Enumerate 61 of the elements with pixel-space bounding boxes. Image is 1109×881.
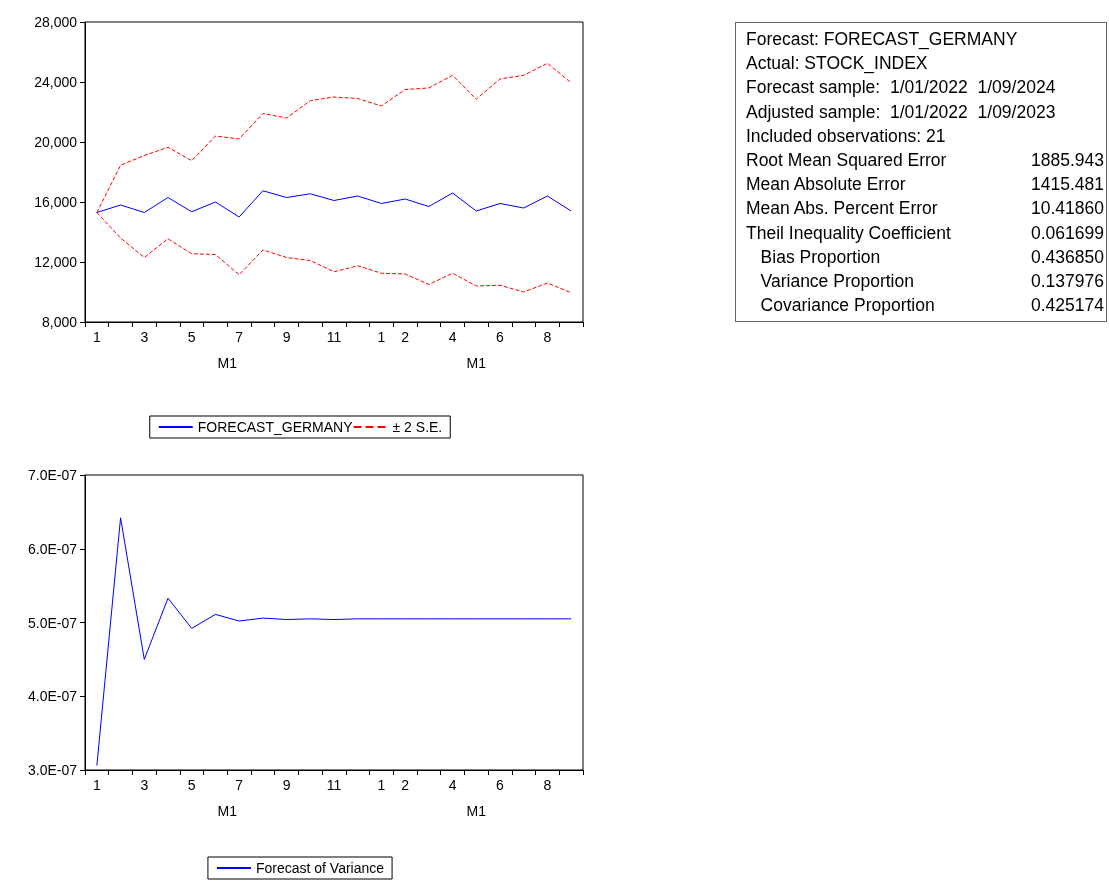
- category-label: Mean Absolute Error: [746, 173, 906, 197]
- text: 1415.481: [1031, 174, 1104, 195]
- legend-label: FORECAST_GERMANY: [197, 419, 354, 435]
- x-tick-label: 3: [140, 777, 149, 793]
- y-tick-label: 12,000: [34, 254, 78, 270]
- text: 1885.943: [1031, 150, 1104, 171]
- x-tick-label: 4: [448, 329, 457, 345]
- y-tick-label: 3.0E-07: [27, 762, 78, 778]
- line-series: [96, 517, 572, 767]
- x-tick-label: 5: [187, 777, 196, 793]
- category-label: Covariance Proportion: [759, 294, 935, 318]
- text: M1: [466, 803, 487, 819]
- x-tick-label: 1: [92, 329, 101, 345]
- text: Forecast sample: 1/01/2022 1/09/2024: [746, 76, 1057, 100]
- x-tick-label: 11: [326, 777, 342, 793]
- y-tick-label: 7.0E-07: [27, 467, 78, 483]
- text: 0.436850: [1031, 246, 1104, 267]
- x-tick-label: 6: [496, 329, 505, 345]
- legend-label: Forecast of Variance: [255, 860, 385, 876]
- x-tick-label: 8: [543, 777, 552, 793]
- text: Adjusted sample: 1/01/2022 1/09/2023: [746, 100, 1057, 124]
- x-tick-label: 1: [377, 777, 386, 793]
- x-tick-label: 7: [235, 777, 244, 793]
- text: M1: [466, 355, 487, 371]
- text: 0.425174: [1031, 295, 1104, 316]
- category-label: Root Mean Squared Error: [746, 149, 947, 172]
- legend-label: ± 2 S.E.: [392, 419, 443, 435]
- x-tick-label: 9: [282, 329, 291, 345]
- x-tick-label: 2: [401, 777, 410, 793]
- x-tick-label: 9: [282, 777, 291, 793]
- x-tick-label: 4: [448, 777, 457, 793]
- text: 10.41860: [1031, 198, 1104, 219]
- y-tick-label: 20,000: [34, 134, 78, 150]
- text: Forecast: FORECAST_GERMANY: [746, 28, 1019, 52]
- y-tick-label: 28,000: [34, 14, 78, 30]
- category-label: Bias Proportion: [759, 245, 881, 269]
- y-tick-label: 16,000: [34, 194, 78, 210]
- x-tick-label: 1: [92, 777, 101, 793]
- text: M1: [217, 803, 238, 819]
- text: 0.137976: [1031, 271, 1104, 292]
- x-tick-label: 7: [235, 329, 244, 345]
- y-tick-label: 8,000: [41, 314, 78, 330]
- x-tick-label: 1: [377, 329, 386, 345]
- y-tick-label: 5.0E-07: [27, 614, 78, 631]
- category-label: Variance Proportion: [759, 270, 914, 294]
- y-tick-label: 24,000: [34, 74, 78, 90]
- category-label: Theil Inequality Coefficient: [746, 221, 951, 245]
- y-tick-label: 4.0E-07: [27, 688, 78, 705]
- x-tick-label: 2: [401, 329, 410, 345]
- x-tick-label: 3: [140, 329, 149, 345]
- text: Included observations: 21: [746, 124, 947, 148]
- category-label: Mean Abs. Percent Error: [746, 197, 938, 221]
- line-series: [96, 190, 572, 218]
- x-tick-label: 5: [187, 329, 196, 345]
- text: 0.061699: [1031, 222, 1104, 243]
- text: Actual: STOCK_INDEX: [746, 52, 929, 76]
- text: M1: [217, 355, 238, 371]
- x-tick-label: 8: [543, 329, 552, 345]
- x-tick-label: 11: [326, 329, 342, 345]
- y-tick-label: 6.0E-07: [27, 540, 78, 557]
- x-tick-label: 6: [496, 777, 505, 793]
